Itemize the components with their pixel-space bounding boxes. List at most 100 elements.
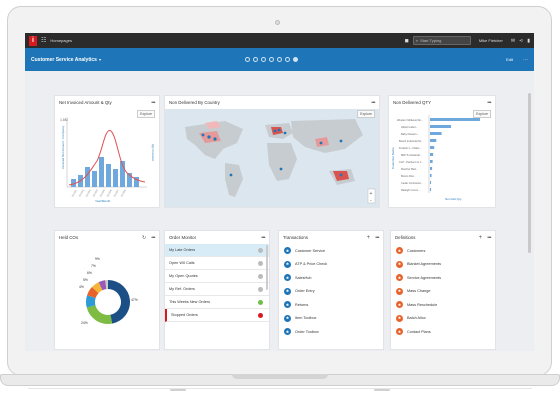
region-europe	[271, 127, 283, 135]
definition-item[interactable]: ✱ Mass Reschedule	[391, 298, 495, 312]
world-map[interactable]: + -	[165, 109, 379, 207]
definition-item[interactable]: ✱ Batch Alloc	[391, 312, 495, 326]
donut-segment	[86, 295, 96, 308]
explore-button[interactable]: Explore	[473, 110, 491, 118]
map-marker	[339, 139, 343, 143]
more-menu-icon[interactable]: •••	[487, 234, 491, 241]
camera-icon	[275, 20, 280, 25]
page-dot[interactable]	[269, 57, 274, 62]
zoom-in-icon[interactable]: +	[370, 191, 373, 197]
page-dot[interactable]	[277, 57, 282, 62]
more-menu-icon[interactable]: •••	[151, 234, 155, 241]
transaction-item[interactable]: ✱ ATP & Price Check	[279, 258, 383, 272]
transaction-item[interactable]: ✱ SalesHub	[279, 271, 383, 285]
page-dot[interactable]	[245, 57, 250, 62]
bar	[113, 169, 118, 187]
bar	[92, 171, 97, 187]
refresh-icon[interactable]: ↻	[142, 234, 147, 241]
donut-segment	[108, 280, 131, 324]
add-icon[interactable]: +	[366, 234, 371, 241]
more-icon[interactable]: ⋯	[523, 56, 528, 63]
definition-icon: ✱	[396, 314, 403, 322]
order-monitor-item[interactable]: This Weeks New Orders	[165, 296, 269, 309]
status-badge	[258, 273, 263, 279]
app-logo[interactable]: i	[29, 35, 37, 46]
dashboard-header: Customer Service Analytics ▾ Edit ⋯	[25, 48, 534, 71]
chevron-down-icon[interactable]: ▾	[98, 57, 101, 62]
page-scrollbar[interactable]	[528, 93, 531, 253]
dashboard-title[interactable]: Customer Service Analytics	[31, 56, 97, 63]
transaction-item[interactable]: ✱ Order Entry	[279, 285, 383, 299]
order-monitor-item[interactable]: My Ref. Orders	[165, 283, 269, 296]
order-monitor-item[interactable]: Open WII Calls	[165, 257, 269, 270]
transaction-item[interactable]: ✱ Order Toolbox	[279, 325, 383, 339]
transactions-card: Transactions + ••• ✱ Customer Service ✱ AT…	[278, 230, 384, 350]
item-label: This Weeks New Orders	[169, 300, 211, 304]
app-name[interactable]: Homepages	[50, 38, 72, 43]
search-icon: ⌕	[415, 38, 419, 43]
category-label: Bosch Industrial Sc...	[399, 139, 424, 143]
definition-icon: ✱	[396, 274, 403, 282]
zoom-out-icon[interactable]: -	[370, 198, 372, 204]
page-dot[interactable]	[261, 57, 266, 62]
explore-button[interactable]: Explore	[357, 110, 375, 118]
non-delivered-country-card: Non Delivered By Country ••• Explore	[164, 95, 380, 208]
y-axis-left-label: Invoiced Net Amount - Company	[61, 125, 65, 169]
more-menu-icon[interactable]: •••	[487, 99, 491, 106]
order-monitor-item[interactable]: Stopped Orders	[165, 309, 269, 322]
category-label: Raleigh Comm...	[401, 188, 421, 192]
page-dot[interactable]	[253, 57, 258, 62]
card-title: Held COs	[59, 235, 79, 240]
definition-item[interactable]: ✱ Contact Plans	[391, 325, 495, 339]
map-marker	[319, 141, 323, 145]
more-menu-icon[interactable]: •••	[371, 99, 375, 106]
more-menu-icon[interactable]: •••	[375, 234, 379, 241]
edit-button[interactable]: Edit	[506, 57, 513, 62]
laptop-foot	[170, 389, 186, 391]
y-axis-top-label: 1.6M	[60, 118, 68, 122]
x-tick-labels: 201601 201602 201603 201604 201605 20160…	[71, 189, 127, 198]
legend-label: 5%	[83, 278, 88, 282]
non-delivered-qty-chart[interactable]: Customer Name Western Midwest Re... Abbo…	[389, 109, 495, 207]
zoom-control[interactable]	[367, 188, 376, 204]
search-placeholder: Start Typing	[420, 38, 442, 43]
page-dot[interactable]	[293, 57, 298, 62]
user-name[interactable]: Mike Fletcher	[478, 38, 503, 43]
laptop-foot	[374, 389, 390, 391]
app-menu-icon[interactable]: ☷	[41, 38, 47, 44]
definition-item[interactable]: ✱ Customers	[391, 244, 495, 258]
status-badge	[258, 286, 263, 292]
status-badge	[258, 260, 263, 266]
order-monitor-item[interactable]: My Open Quotes	[165, 270, 269, 283]
more-menu-icon[interactable]: •••	[151, 99, 155, 106]
search-input[interactable]: ⌕ Start Typing	[412, 36, 471, 45]
bookmarks-icon[interactable]: ▮	[527, 37, 530, 44]
bookmark-icon[interactable]: ◼	[404, 37, 409, 44]
mail-icon[interactable]: ✉	[510, 37, 516, 44]
page-dot[interactable]	[285, 57, 290, 62]
transaction-item[interactable]: ✱ Customer Service	[279, 244, 383, 258]
invoiced-chart[interactable]: 1.6M Invoiced Net Amount - Company Qty I…	[55, 109, 161, 207]
definition-item[interactable]: ✱ Blanket Agreements	[391, 258, 495, 272]
order-monitor-item[interactable]: My Late Orders	[165, 244, 269, 257]
bar	[106, 164, 111, 187]
bar-series	[430, 118, 480, 191]
y-axis-label: Customer Name	[391, 147, 395, 169]
definition-item[interactable]: ✱ Service Agreements	[391, 271, 495, 285]
add-icon[interactable]: +	[478, 234, 483, 241]
region-asia	[315, 137, 329, 147]
page-indicator[interactable]	[245, 57, 298, 62]
held-cos-donut[interactable]: 9% 7% 6% 5% 4% 47% 24%	[55, 244, 161, 350]
status-badge	[258, 312, 263, 318]
transaction-item[interactable]: ✱ Returns	[279, 298, 383, 312]
scrollbar[interactable]	[266, 245, 268, 290]
more-menu-icon[interactable]: •••	[261, 234, 265, 241]
definition-item[interactable]: ✱ Mass Change	[391, 285, 495, 299]
definition-icon: ✱	[396, 247, 403, 255]
map-marker	[207, 135, 211, 139]
transaction-item[interactable]: ✱ Item Toolbox	[279, 312, 383, 326]
line-series	[68, 130, 146, 186]
share-icon[interactable]: ⋖	[519, 37, 524, 44]
explore-button[interactable]: Explore	[137, 110, 155, 118]
bar	[127, 173, 132, 187]
